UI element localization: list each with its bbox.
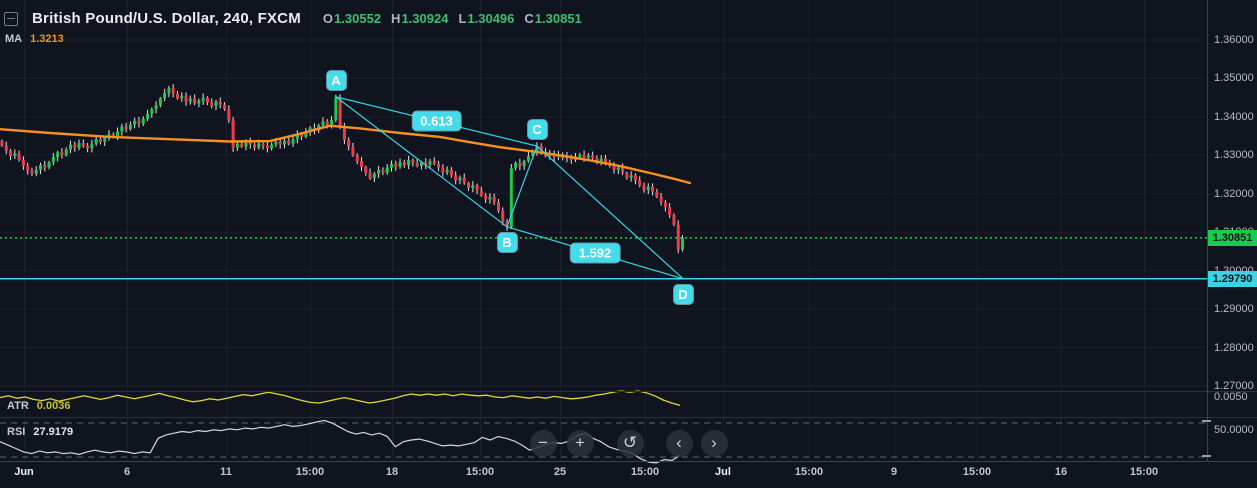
time-tick-label: 16 bbox=[1054, 466, 1068, 478]
target-price-tag: 1.29790 bbox=[1208, 270, 1257, 287]
last-price-tag: 1.30851 bbox=[1208, 229, 1257, 246]
rsi-label: RSI bbox=[7, 426, 26, 438]
time-tick-label: 15:00 bbox=[1129, 466, 1159, 478]
pattern-ratio-label[interactable]: 1.592 bbox=[570, 243, 620, 263]
rsi-band-tick bbox=[1202, 455, 1211, 457]
rsi-axis-label: 50.0000 bbox=[1214, 424, 1254, 436]
pattern-point-c[interactable]: C bbox=[527, 120, 547, 140]
price-tick-label: 1.27000 bbox=[1214, 379, 1254, 392]
ohlc-c: C1.30851 bbox=[524, 11, 582, 26]
price-tick-label: 1.32000 bbox=[1214, 187, 1254, 200]
ma-label: MA bbox=[5, 33, 23, 45]
time-tick-label: Jun bbox=[14, 466, 34, 478]
time-tick-label: 18 bbox=[385, 466, 399, 478]
pattern-point-a[interactable]: A bbox=[326, 70, 346, 90]
time-tick-label: 15:00 bbox=[794, 466, 824, 478]
ohlc-h: H1.30924 bbox=[391, 11, 449, 26]
pattern-point-d[interactable]: D bbox=[673, 284, 693, 304]
chart-header: British Pound/U.S. Dollar, 240, FXCM O1.… bbox=[4, 10, 582, 27]
time-tick-label: 6 bbox=[123, 466, 131, 478]
time-tick-label: 11 bbox=[220, 466, 232, 478]
ohlc-l: L1.30496 bbox=[458, 11, 515, 26]
time-tick-label: 15:00 bbox=[962, 466, 992, 478]
pattern-ratio-label[interactable]: 0.613 bbox=[412, 111, 461, 131]
reset-chart-button[interactable]: ↺ bbox=[616, 430, 644, 457]
time-tick-label: 15:00 bbox=[295, 466, 325, 478]
price-tick-label: 1.28000 bbox=[1214, 341, 1254, 354]
time-tick-label: Jul bbox=[715, 466, 731, 478]
time-tick-label: 25 bbox=[553, 466, 567, 478]
price-tick-label: 1.33000 bbox=[1214, 149, 1254, 162]
atr-axis-label: 0.0050 bbox=[1214, 391, 1248, 403]
price-tick-label: 1.35000 bbox=[1214, 72, 1254, 85]
atr-label: ATR bbox=[7, 400, 29, 412]
time-tick-label: 9 bbox=[890, 466, 898, 478]
rsi-value: 27.9179 bbox=[33, 426, 74, 438]
rsi-legend-row[interactable]: RSI 27.9179 bbox=[7, 426, 73, 438]
zoom-out-button[interactable]: − bbox=[529, 430, 557, 457]
price-tick-label: 1.36000 bbox=[1214, 33, 1254, 46]
price-tick-label: 1.34000 bbox=[1214, 110, 1254, 123]
atr-legend-row[interactable]: ATR 0.0036 bbox=[7, 400, 70, 412]
ohlc-o: O1.30552 bbox=[322, 11, 382, 26]
scroll-left-button[interactable]: ‹ bbox=[665, 430, 693, 457]
scroll-right-button[interactable]: › bbox=[700, 430, 728, 457]
pattern-point-b[interactable]: B bbox=[497, 232, 517, 252]
time-tick-label: 15:00 bbox=[465, 466, 495, 478]
atr-value: 0.0036 bbox=[36, 400, 71, 412]
symbol-title: British Pound/U.S. Dollar, 240, FXCM bbox=[32, 10, 301, 27]
time-tick-label: 15:00 bbox=[630, 466, 660, 478]
ma-legend-row[interactable]: MA 1.3213 bbox=[5, 33, 64, 45]
ohlc-values: O1.30552 H1.30924 L1.30496 C1.30851 bbox=[323, 11, 582, 26]
zoom-in-button[interactable]: + bbox=[566, 430, 594, 457]
price-tick-label: 1.29000 bbox=[1214, 303, 1254, 316]
ma-value: 1.3213 bbox=[30, 33, 64, 45]
legend-collapse-icon[interactable] bbox=[4, 11, 18, 26]
rsi-band-tick bbox=[1202, 420, 1211, 422]
